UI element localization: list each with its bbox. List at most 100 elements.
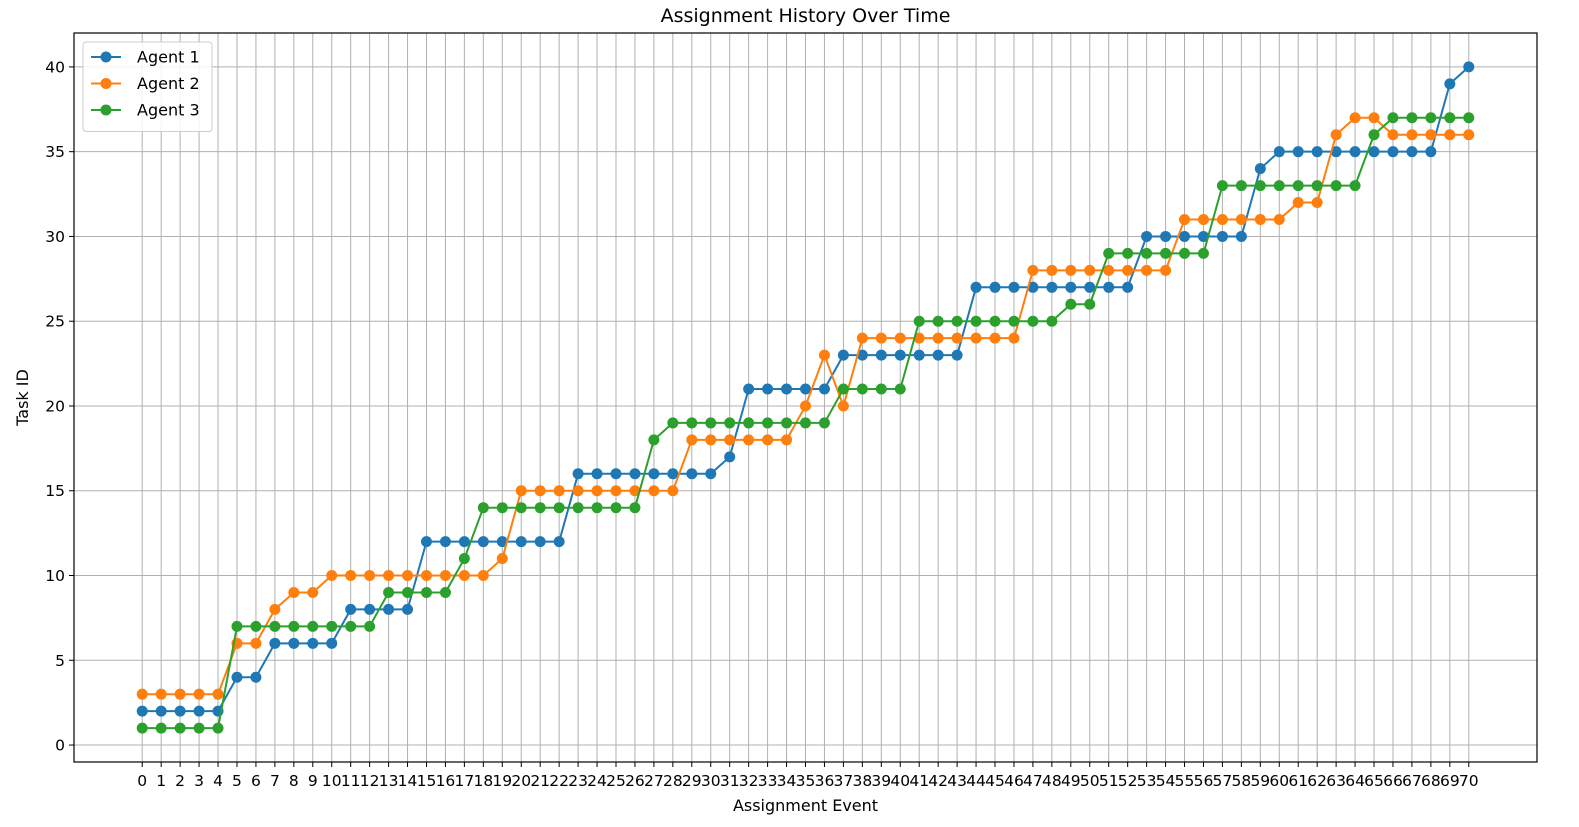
data-point — [553, 502, 565, 514]
data-point — [648, 434, 660, 446]
data-point — [1368, 112, 1380, 124]
data-point — [743, 383, 755, 395]
data-point — [515, 536, 527, 548]
data-point — [364, 603, 376, 615]
x-tick-label: 67 — [1402, 772, 1422, 790]
data-point — [458, 570, 470, 582]
data-point — [383, 570, 395, 582]
x-tick-label: 50 — [1080, 772, 1100, 790]
data-point — [913, 332, 925, 344]
data-point — [250, 637, 262, 649]
data-point — [439, 570, 451, 582]
data-point — [1235, 213, 1247, 225]
data-point — [496, 536, 508, 548]
x-tick-label: 18 — [473, 772, 493, 790]
data-point — [1330, 129, 1342, 141]
data-point — [534, 502, 546, 514]
y-tick-label: 40 — [45, 58, 65, 76]
x-tick-label: 15 — [417, 772, 437, 790]
data-point — [1027, 315, 1039, 327]
data-point — [970, 281, 982, 293]
data-point — [212, 722, 224, 734]
data-point — [667, 417, 679, 429]
data-point — [1103, 281, 1115, 293]
data-point — [989, 332, 1001, 344]
x-tick-label: 5 — [232, 772, 242, 790]
x-tick-label: 7 — [270, 772, 280, 790]
data-point — [1046, 281, 1058, 293]
x-tick-label: 48 — [1042, 772, 1062, 790]
data-point — [1330, 180, 1342, 192]
data-point — [212, 688, 224, 700]
data-point — [856, 383, 868, 395]
data-point — [1084, 281, 1096, 293]
data-point — [1216, 213, 1228, 225]
data-point — [439, 536, 451, 548]
data-point — [1160, 230, 1172, 242]
data-point — [989, 281, 1001, 293]
data-point — [648, 468, 660, 480]
y-axis-label: Task ID — [13, 369, 32, 427]
data-point — [1463, 129, 1475, 141]
x-tick-label: 68 — [1421, 772, 1441, 790]
series-group — [136, 61, 1475, 734]
data-point — [174, 705, 186, 717]
data-point — [1065, 298, 1077, 310]
data-point — [534, 485, 546, 497]
data-point — [477, 570, 489, 582]
data-point — [496, 502, 508, 514]
data-point — [762, 383, 774, 395]
x-tick-label: 40 — [890, 772, 910, 790]
data-point — [1273, 180, 1285, 192]
data-point — [345, 620, 357, 632]
data-point — [932, 315, 944, 327]
data-point — [667, 468, 679, 480]
legend-marker — [100, 104, 112, 116]
legend-marker — [100, 51, 112, 63]
data-point — [1197, 247, 1209, 259]
data-point — [1387, 129, 1399, 141]
data-point — [1368, 146, 1380, 158]
x-tick-label: 56 — [1194, 772, 1214, 790]
x-tick-label: 32 — [739, 772, 759, 790]
x-tick-label: 10 — [322, 772, 342, 790]
x-tick-label: 52 — [1118, 772, 1138, 790]
data-point — [1463, 112, 1475, 124]
data-point — [1103, 264, 1115, 276]
data-point — [762, 417, 774, 429]
x-tick-label: 2 — [175, 772, 185, 790]
data-point — [781, 434, 793, 446]
data-point — [591, 485, 603, 497]
data-point — [1235, 230, 1247, 242]
series-agent-3 — [136, 112, 1475, 734]
y-tick-label: 30 — [45, 228, 65, 246]
data-point — [1292, 146, 1304, 158]
x-tick-label: 57 — [1213, 772, 1233, 790]
x-tick-label: 37 — [834, 772, 854, 790]
x-axis-label: Assignment Event — [733, 796, 878, 815]
data-point — [800, 400, 811, 412]
y-tick-label: 0 — [55, 737, 65, 755]
data-point — [269, 620, 281, 632]
data-point — [1311, 146, 1323, 158]
data-point — [743, 434, 755, 446]
data-point — [686, 417, 698, 429]
x-tick-label: 38 — [852, 772, 872, 790]
x-tick-label: 27 — [644, 772, 664, 790]
data-point — [1425, 129, 1437, 141]
x-tick-label: 16 — [436, 772, 456, 790]
x-tick-label: 14 — [398, 772, 418, 790]
data-point — [1197, 213, 1209, 225]
chart-title: Assignment History Over Time — [661, 5, 951, 27]
data-point — [477, 502, 489, 514]
data-point — [515, 502, 527, 514]
data-point — [894, 383, 906, 395]
data-point — [1273, 213, 1285, 225]
data-point — [856, 349, 868, 361]
x-tick-label: 23 — [568, 772, 588, 790]
data-point — [174, 688, 186, 700]
x-tick-label: 70 — [1459, 772, 1479, 790]
data-point — [269, 603, 281, 615]
